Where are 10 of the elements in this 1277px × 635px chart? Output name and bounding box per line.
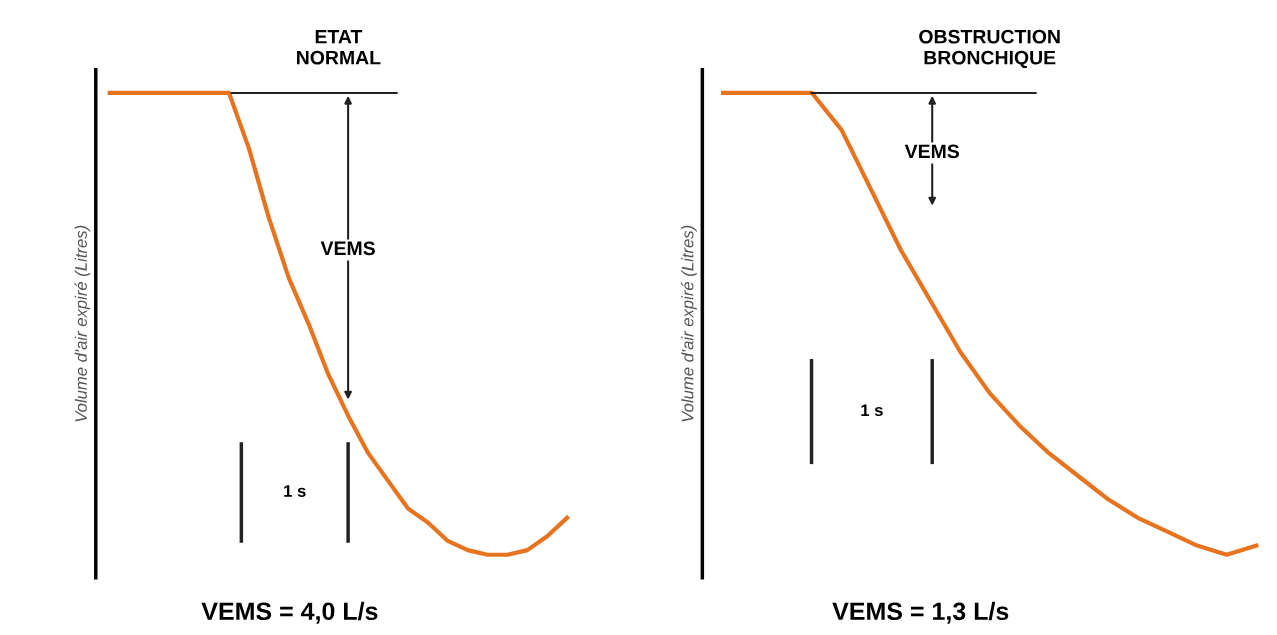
annotation: VEMS — [904, 144, 959, 159]
annotation: 1 s — [284, 485, 306, 497]
annotation: VEMS — [320, 241, 375, 256]
text: VEMS = 1,3 L/s — [832, 601, 1009, 624]
chart-title: ETAT NORMAL — [297, 29, 381, 65]
y-axis-title: Volume d'air expiré (Litres) — [681, 225, 697, 422]
chart-title: OBSTRUCTION BRONCHIQUE — [919, 29, 1060, 69]
y-axis-title: Volume d'air expiré (Litres) — [74, 225, 91, 422]
text: VEMS = 4,0 L/s — [201, 601, 378, 624]
annotation: 1 s — [861, 404, 883, 417]
